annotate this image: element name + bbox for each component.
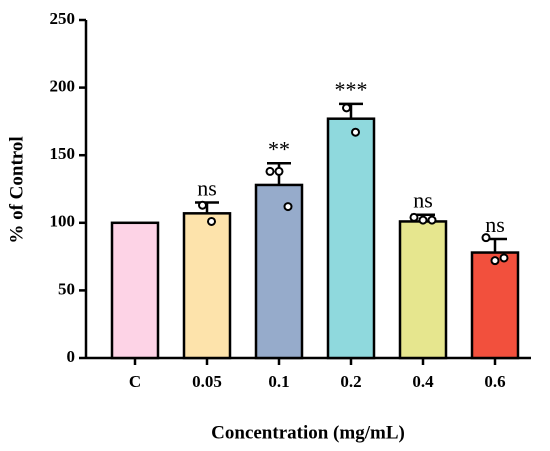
bar xyxy=(470,251,520,360)
data-point xyxy=(409,212,419,222)
bar xyxy=(110,221,160,360)
y-tick-label: 50 xyxy=(58,279,75,298)
significance-label: *** xyxy=(335,77,368,102)
x-tick-label: 0.05 xyxy=(192,372,222,391)
data-point xyxy=(198,200,207,210)
data-point xyxy=(427,215,437,225)
x-tick-label: 0.1 xyxy=(268,372,289,391)
bar xyxy=(182,212,232,360)
y-tick-label: 250 xyxy=(50,9,76,28)
data-point xyxy=(418,215,428,225)
data-point xyxy=(490,256,500,266)
data-point xyxy=(207,216,216,226)
significance-label: ns xyxy=(197,176,217,201)
data-point xyxy=(499,253,509,263)
y-tick-label: 200 xyxy=(50,77,76,96)
significance-label: ns xyxy=(485,212,505,237)
data-point xyxy=(274,166,284,176)
data-point xyxy=(283,202,293,212)
significance-label: ** xyxy=(268,136,290,161)
data-point xyxy=(481,233,491,243)
data-point xyxy=(265,166,275,176)
bar xyxy=(398,220,448,360)
error-bar xyxy=(339,102,363,119)
x-tick-label: 0.2 xyxy=(340,372,361,391)
y-axis-title: % of Control xyxy=(6,136,27,243)
data-point xyxy=(342,103,351,113)
x-tick-label: C xyxy=(129,372,141,391)
bar xyxy=(326,117,376,360)
y-tick-label: 0 xyxy=(67,347,76,366)
x-tick-label: 0.6 xyxy=(484,372,505,391)
data-point xyxy=(351,127,360,137)
x-tick-label: 0.4 xyxy=(412,372,434,391)
y-tick-label: 100 xyxy=(50,212,76,231)
significance-label: ns xyxy=(413,188,433,213)
x-axis-title: Concentration (mg/mL) xyxy=(211,422,405,443)
y-tick-label: 150 xyxy=(50,144,76,163)
bar xyxy=(254,183,304,360)
